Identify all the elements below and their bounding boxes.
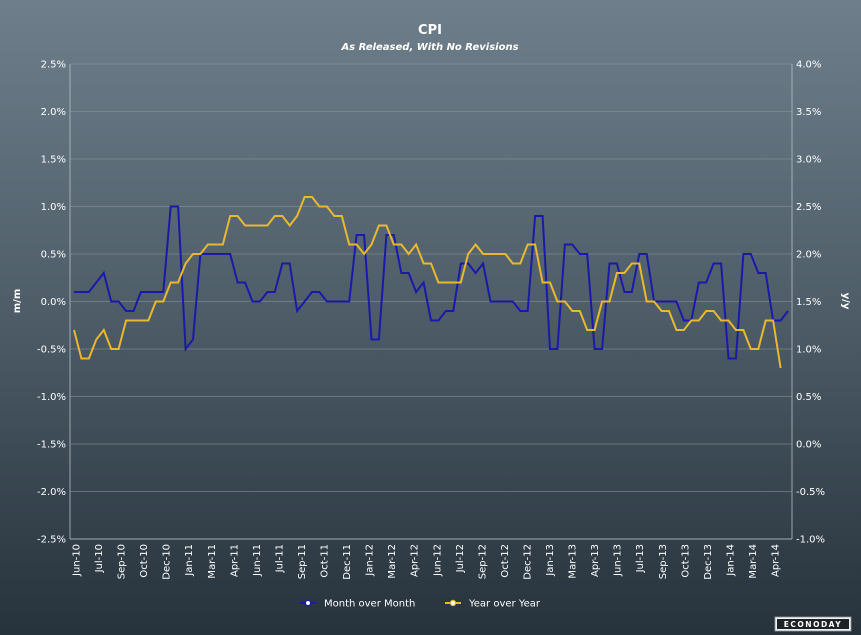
axes: 2.5% 2.0% 1.5% 1.0% 0.5% 0.0% -0.5% -1.0% -1.5% -… [37, 60, 825, 580]
chart-title: CPI [418, 23, 442, 38]
x-tick-label: Dec-10 [162, 544, 173, 580]
y-tick-label-left: 1.5% [41, 155, 66, 166]
y-tick-label-right: -1.0% [796, 535, 825, 546]
legend-label: Month over Month [324, 599, 415, 610]
x-tick-label: Mar-14 [748, 544, 759, 579]
logo-text: ECONODAY [784, 620, 842, 629]
y-tick-label-left: 2.5% [41, 60, 66, 71]
y-axis-title-left: m/m [12, 289, 23, 314]
y-tick-label-right: 1.5% [796, 297, 821, 308]
legend: Month over Month Year over Year [300, 599, 541, 610]
y-tick-label-right: 4.0% [796, 60, 821, 71]
legend-swatch-marker [449, 599, 457, 607]
series-line-month-over-month [74, 205, 789, 360]
y-tick-label-right: -0.5% [796, 487, 825, 498]
y-tick-label-left: 0.0% [41, 297, 66, 308]
x-tick-label: Sep-12 [477, 544, 488, 579]
y-tick-label-right: 2.5% [796, 202, 821, 213]
x-tick-label: Oct-12 [500, 544, 511, 578]
legend-swatch-marker [304, 599, 312, 607]
x-tick-label: Apr-12 [410, 544, 421, 577]
chart-subtitle: As Released, With No Revisions [340, 42, 518, 53]
y-tick-label-right: 3.5% [796, 107, 821, 118]
y-tick-label-right: 3.0% [796, 155, 821, 166]
y-tick-label-right: 0.0% [796, 440, 821, 451]
x-tick-label: Apr-11 [229, 544, 240, 577]
x-tick-label: Jun-12 [432, 544, 443, 577]
y-tick-label-right: 0.5% [796, 392, 821, 403]
y-tick-label-right: 1.0% [796, 345, 821, 356]
x-tick-label: Oct-13 [680, 544, 691, 578]
x-tick-label: Dec-12 [523, 544, 534, 580]
y-tick-label-left: 0.5% [41, 250, 66, 261]
x-tick-label: Dec-13 [703, 544, 714, 580]
econoday-logo: ECONODAY [774, 616, 852, 632]
x-tick-label: Oct-11 [320, 544, 331, 578]
legend-label: Year over Year [468, 599, 541, 610]
y-tick-label-left: -2.5% [37, 535, 66, 546]
x-tick-label: Jul-11 [274, 544, 285, 573]
x-tick-label: Jan-13 [545, 544, 556, 577]
y-tick-label-left: -0.5% [37, 345, 66, 356]
x-tick-label: Sep-11 [297, 544, 308, 579]
y-axis-title-right: y/y [840, 293, 851, 310]
y-tick-label-right: 2.0% [796, 250, 821, 261]
x-tick-label: Jan-14 [725, 544, 736, 577]
x-tick-label: Jul-12 [455, 544, 466, 573]
y-tick-label-left: 2.0% [41, 107, 66, 118]
x-tick-label: Mar-11 [207, 544, 218, 579]
x-tick-label: Jun-11 [252, 544, 263, 577]
x-tick-label: Jan-11 [184, 544, 195, 577]
x-tick-label: Sep-13 [658, 544, 669, 579]
series-line-year-over-year [73, 196, 782, 369]
x-tick-label: Jul-13 [635, 544, 646, 573]
x-tick-label: Sep-10 [117, 544, 128, 579]
x-tick-label: Mar-13 [568, 544, 579, 579]
x-tick-label: Jan-12 [365, 544, 376, 577]
x-tick-label: Apr-14 [771, 544, 782, 577]
y-tick-label-left: 1.0% [41, 202, 66, 213]
y-tick-label-left: -1.0% [37, 392, 66, 403]
x-tick-label: Mar-12 [387, 544, 398, 579]
y-tick-label-left: -2.0% [37, 487, 66, 498]
x-tick-label: Oct-10 [139, 544, 150, 578]
x-tick-label: Jul-10 [94, 544, 105, 573]
x-tick-label: Jun-13 [613, 544, 624, 577]
x-tick-label: Apr-13 [590, 544, 601, 577]
series-lines [73, 196, 789, 369]
x-tick-label: Dec-11 [342, 544, 353, 580]
x-tick-label: Jun-10 [72, 544, 83, 577]
y-tick-label-left: -1.5% [37, 440, 66, 451]
